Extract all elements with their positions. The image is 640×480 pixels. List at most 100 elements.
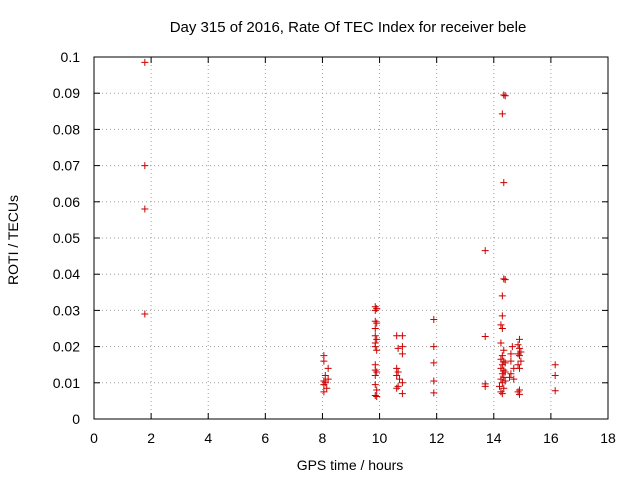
- data-point: [507, 350, 515, 358]
- data-point: [323, 384, 331, 392]
- data-point: [514, 361, 522, 369]
- data-point: [500, 384, 508, 392]
- data-point: [398, 350, 406, 358]
- y-axis-label: ROTI / TECUs: [5, 195, 21, 285]
- data-point: [501, 377, 509, 385]
- data-point: [394, 382, 402, 390]
- data-point: [508, 343, 516, 351]
- data-point: [514, 350, 522, 358]
- data-point: [481, 332, 489, 340]
- y-tick-label: 0.05: [53, 230, 80, 246]
- data-point: [398, 390, 406, 398]
- data-point: [505, 373, 513, 381]
- data-point: [515, 335, 523, 343]
- data-point: [398, 332, 406, 340]
- data-point: [517, 357, 525, 365]
- data-point: [393, 364, 401, 372]
- grid-lines: [94, 57, 608, 419]
- data-point: [501, 276, 509, 284]
- data-point: [517, 348, 525, 356]
- data-point: [498, 370, 506, 378]
- data-point: [321, 379, 329, 387]
- data-point: [430, 343, 438, 351]
- data-point: [495, 382, 503, 390]
- data-point: [371, 332, 379, 340]
- data-point: [500, 91, 508, 99]
- x-tick-label: 6: [261, 430, 269, 446]
- data-point: [515, 364, 523, 372]
- data-point: [498, 352, 506, 360]
- data-point: [500, 346, 508, 354]
- data-point: [510, 375, 518, 383]
- data-points: [141, 58, 559, 401]
- data-point: [481, 382, 489, 390]
- y-tick-label: 0.08: [53, 121, 80, 137]
- chart-title: Day 315 of 2016, Rate Of TEC Index for r…: [170, 19, 527, 36]
- data-point: [320, 388, 328, 396]
- y-tick-label: 0.03: [53, 302, 80, 318]
- data-point: [500, 179, 508, 187]
- data-point: [371, 391, 379, 399]
- x-tick-label: 2: [147, 430, 155, 446]
- data-point: [498, 379, 506, 387]
- data-point: [373, 305, 381, 313]
- data-point: [501, 359, 509, 367]
- data-point: [394, 368, 402, 376]
- data-point: [481, 247, 489, 255]
- data-point: [498, 361, 506, 369]
- data-point: [515, 352, 523, 360]
- data-point: [507, 357, 515, 365]
- data-point: [394, 344, 402, 352]
- data-point: [497, 364, 505, 372]
- data-point: [141, 162, 149, 170]
- y-tick-label: 0.07: [53, 158, 80, 174]
- data-point: [551, 361, 559, 369]
- y-tick-label: 0.02: [53, 339, 80, 355]
- data-point: [321, 372, 329, 380]
- data-point: [393, 384, 401, 392]
- x-tick-label: 8: [319, 430, 327, 446]
- data-point: [498, 325, 506, 332]
- data-point: [371, 325, 379, 332]
- data-point: [498, 110, 506, 118]
- data-point: [320, 381, 328, 389]
- data-point: [498, 390, 506, 398]
- data-point: [373, 393, 381, 401]
- data-point: [500, 357, 508, 365]
- data-point: [373, 346, 381, 354]
- data-point: [498, 312, 506, 320]
- data-point: [398, 343, 406, 351]
- data-point: [497, 375, 505, 383]
- data-point: [371, 372, 379, 380]
- data-point: [373, 335, 381, 343]
- data-point: [141, 58, 149, 66]
- x-axis-label: GPS time / hours: [297, 457, 404, 473]
- data-point: [497, 355, 505, 363]
- data-point: [430, 359, 438, 367]
- data-point: [500, 275, 508, 283]
- data-point: [324, 375, 332, 383]
- y-tick-label: 0.01: [53, 375, 80, 391]
- data-point: [373, 368, 381, 376]
- data-point: [515, 390, 523, 398]
- x-tick-label: 4: [204, 430, 212, 446]
- data-point: [373, 386, 381, 394]
- y-tick-label: 0.04: [53, 266, 80, 282]
- data-point: [497, 339, 505, 347]
- y-tick-label: 0.1: [61, 49, 81, 65]
- data-point: [430, 377, 438, 385]
- data-point: [498, 292, 506, 300]
- data-point: [500, 366, 508, 374]
- y-tick-label: 0.06: [53, 194, 80, 210]
- y-tick-label: 0.09: [53, 85, 80, 101]
- data-point: [320, 357, 328, 365]
- data-point: [373, 319, 381, 327]
- data-point: [501, 92, 509, 100]
- data-point: [371, 306, 379, 314]
- data-point: [430, 315, 438, 323]
- data-point: [393, 372, 401, 380]
- data-point: [507, 370, 515, 378]
- x-tick-label: 10: [372, 430, 388, 446]
- data-point: [396, 375, 404, 383]
